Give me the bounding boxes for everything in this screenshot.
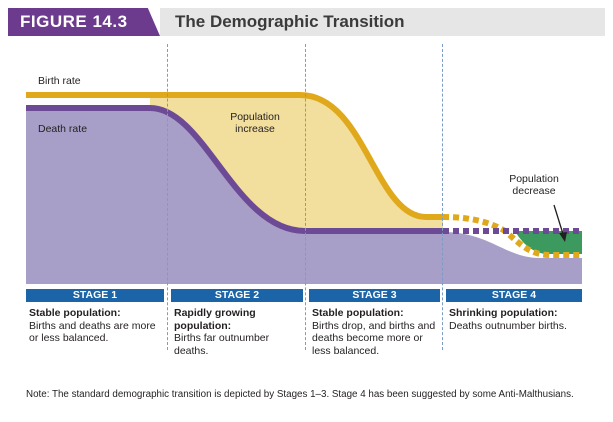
death-rate-area bbox=[26, 108, 582, 284]
birth-rate-label: Birth rate bbox=[38, 75, 81, 87]
stage-1-title: Stable population: bbox=[29, 307, 121, 319]
stage-4-description: Shrinking population: Deaths outnumber b… bbox=[449, 307, 599, 332]
figure-title: The Demographic Transition bbox=[175, 12, 405, 31]
figure-number-badge: FIGURE 14.3 bbox=[8, 8, 160, 36]
death-rate-line bbox=[26, 105, 443, 234]
decrease-arrow-head bbox=[559, 232, 567, 242]
stage-2-body: Births far outnumber deaths. bbox=[174, 332, 270, 357]
stage-3-bar: STAGE 3 bbox=[309, 289, 440, 302]
stage-4-bar: STAGE 4 bbox=[446, 289, 582, 302]
population-increase-label: Population increase bbox=[230, 111, 280, 135]
stage-3-title: Stable population: bbox=[312, 307, 404, 319]
population-decrease-label: Population decrease bbox=[509, 173, 559, 197]
stage-2-title: Rapidly growing population: bbox=[174, 307, 256, 332]
figure-header: FIGURE 14.3 The Demographic Transition bbox=[0, 0, 613, 40]
stage-3-description: Stable population: Births drop, and birt… bbox=[312, 307, 440, 357]
stage-4-body: Deaths outnumber births. bbox=[449, 319, 567, 332]
stage-3-body: Births drop, and births and deaths becom… bbox=[312, 319, 436, 357]
birth-rate-line bbox=[26, 92, 443, 220]
stage-1-body: Births and deaths are more or less balan… bbox=[29, 319, 156, 345]
stage-1-description: Stable population: Births and deaths are… bbox=[29, 307, 163, 345]
stage-1-bar: STAGE 1 bbox=[26, 289, 164, 302]
stage-2-bar: STAGE 2 bbox=[171, 289, 303, 302]
death-rate-label: Death rate bbox=[38, 123, 88, 135]
figure-note: Note: The standard demographic transitio… bbox=[26, 389, 574, 400]
stage-4-title: Shrinking population: bbox=[449, 307, 558, 319]
stage-2-description: Rapidly growing population: Births far o… bbox=[174, 307, 302, 357]
stage-divider-1 bbox=[167, 44, 168, 350]
population-increase-area bbox=[150, 95, 443, 231]
decrease-arrow-shaft bbox=[553, 204, 564, 235]
stage-divider-3 bbox=[442, 44, 443, 350]
stage-divider-2 bbox=[305, 44, 306, 350]
figure-title-bar bbox=[160, 8, 605, 36]
